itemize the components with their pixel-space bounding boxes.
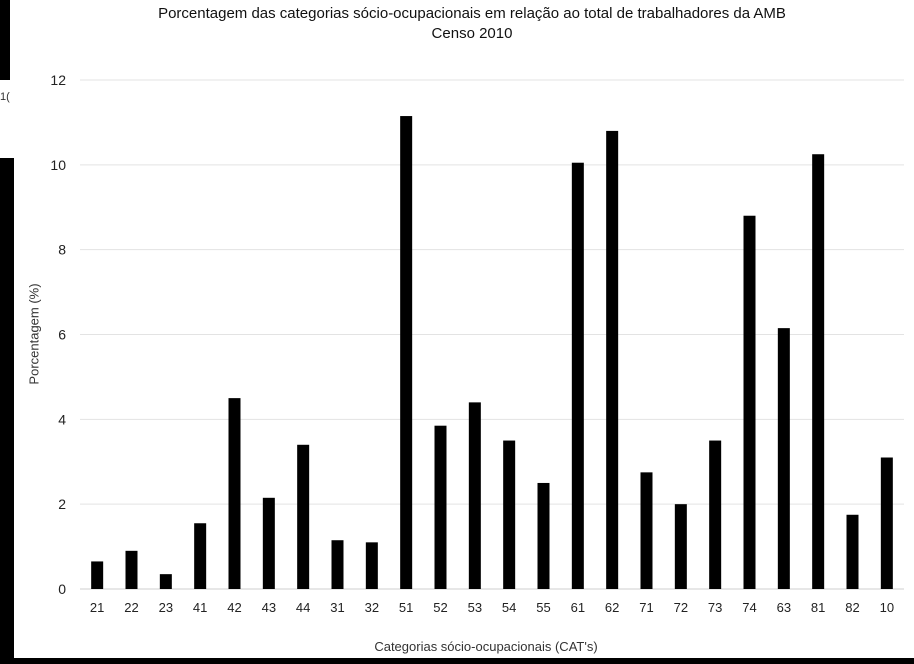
x-tick-label: 21 bbox=[90, 600, 104, 615]
y-tick-label: 0 bbox=[58, 581, 66, 597]
x-tick-label: 81 bbox=[811, 600, 825, 615]
x-tick-label: 53 bbox=[468, 600, 482, 615]
bar-82 bbox=[846, 514, 859, 589]
y-tick-label: 12 bbox=[50, 72, 66, 88]
x-tick-label: 31 bbox=[330, 600, 344, 615]
x-tick-label: 61 bbox=[571, 600, 585, 615]
bar-31 bbox=[331, 540, 344, 589]
bar-10 bbox=[880, 457, 893, 589]
x-tick-label: 43 bbox=[262, 600, 276, 615]
x-tick-label: 32 bbox=[365, 600, 379, 615]
x-tick-label: 22 bbox=[124, 600, 138, 615]
chart-subtitle: Censo 2010 bbox=[431, 25, 513, 42]
left-edge-bar bbox=[0, 158, 14, 664]
x-tick-label: 63 bbox=[777, 600, 791, 615]
bar-73 bbox=[709, 440, 722, 589]
bar-41 bbox=[194, 523, 207, 589]
grid-layer bbox=[80, 79, 904, 590]
x-tick-label: 42 bbox=[227, 600, 241, 615]
y-tick-label: 2 bbox=[58, 496, 66, 512]
bar-43 bbox=[262, 497, 275, 589]
x-tick-label: 54 bbox=[502, 600, 516, 615]
x-tick-label: 62 bbox=[605, 600, 619, 615]
bar-72 bbox=[674, 504, 687, 589]
x-tick-labels: 21 22 23 41 42 43 44 31 32 51 52 53 54 55 61 62 71 72 73 74… bbox=[90, 600, 894, 615]
y-tick-label: 8 bbox=[58, 242, 66, 258]
x-tick-label: 73 bbox=[708, 600, 722, 615]
bar-61 bbox=[571, 162, 584, 589]
left-edge-bar-top bbox=[0, 0, 10, 80]
bar-21 bbox=[91, 561, 104, 589]
x-tick-label: 55 bbox=[536, 600, 550, 615]
bar-71 bbox=[640, 472, 653, 589]
x-tick-label: 52 bbox=[433, 600, 447, 615]
bar-42 bbox=[228, 398, 241, 589]
bar-22 bbox=[125, 550, 138, 589]
x-tick-label: 41 bbox=[193, 600, 207, 615]
bar-53 bbox=[468, 402, 481, 589]
chart-title: Porcentagem das categorias sócio-ocupaci… bbox=[158, 5, 786, 22]
bottom-edge-bar bbox=[0, 658, 914, 664]
x-tick-label: 44 bbox=[296, 600, 310, 615]
y-tick-label: 6 bbox=[58, 327, 66, 343]
bar-52 bbox=[434, 425, 447, 589]
x-tick-label: 72 bbox=[674, 600, 688, 615]
bar-74 bbox=[743, 215, 756, 589]
x-tick-label: 82 bbox=[845, 600, 859, 615]
left-edge-fragment-text: 1( bbox=[0, 91, 10, 103]
bar-44 bbox=[297, 444, 310, 589]
x-tick-label: 10 bbox=[880, 600, 894, 615]
bar-63 bbox=[777, 328, 790, 589]
bars bbox=[91, 116, 893, 589]
y-tick-label: 4 bbox=[58, 411, 66, 427]
x-tick-label: 51 bbox=[399, 600, 413, 615]
bar-23 bbox=[159, 574, 172, 589]
bar-55 bbox=[537, 482, 550, 589]
y-tick-labels: 0 2 4 6 8 10 12 bbox=[50, 72, 66, 597]
bar-81 bbox=[812, 154, 825, 589]
x-axis-label: Categorias sócio-ocupacionais (CAT's) bbox=[374, 639, 598, 654]
bar-54 bbox=[503, 440, 516, 589]
bar-62 bbox=[606, 130, 619, 589]
x-tick-label: 71 bbox=[639, 600, 653, 615]
x-tick-label: 74 bbox=[742, 600, 756, 615]
bar-51 bbox=[400, 116, 413, 589]
bar-32 bbox=[365, 542, 378, 589]
y-tick-label: 10 bbox=[50, 157, 66, 173]
x-tick-label: 23 bbox=[159, 600, 173, 615]
